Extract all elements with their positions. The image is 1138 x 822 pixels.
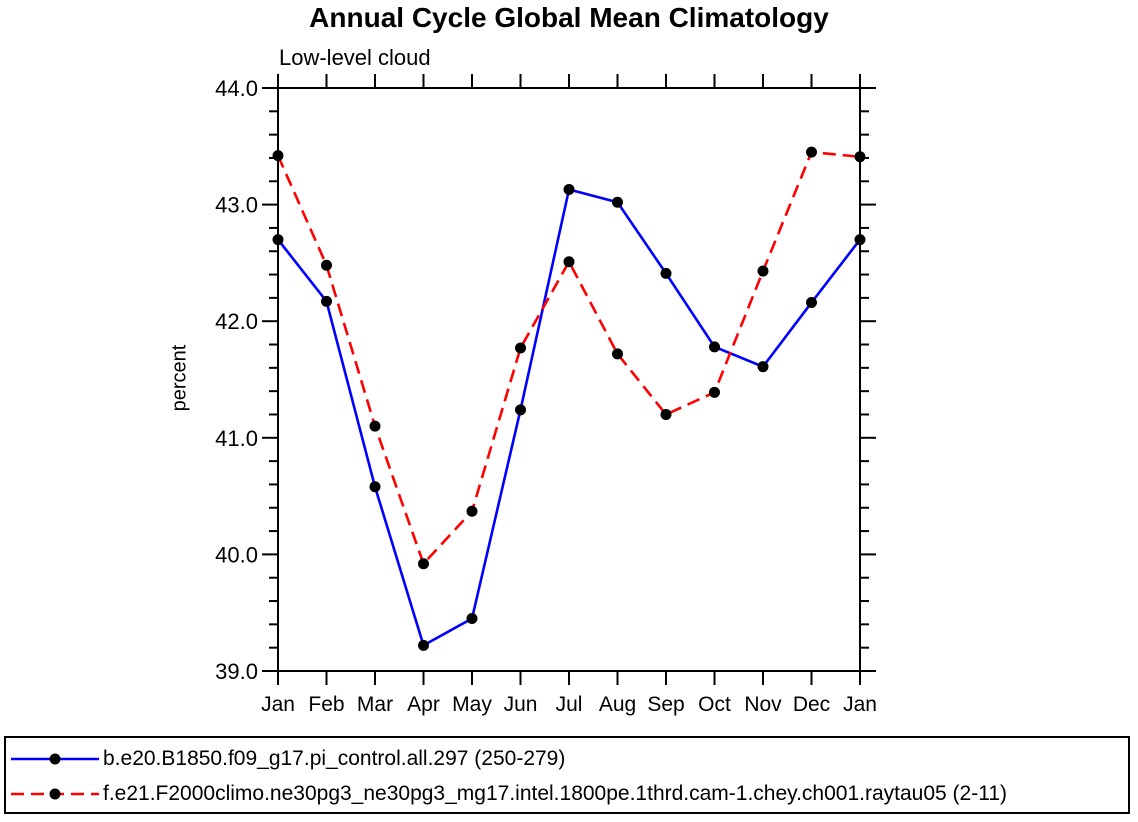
data-point-marker — [321, 295, 332, 307]
data-point-marker — [466, 505, 478, 517]
data-point-marker — [369, 481, 381, 493]
data-point-marker — [272, 150, 284, 162]
legend-line-sample-solid — [11, 753, 99, 765]
data-point-marker — [757, 265, 769, 277]
data-point-marker — [418, 639, 429, 651]
plot-area: 39.0 40.0 41.0 42.0 43.0 44.0 Jan Feb Mar Apr May J… — [215, 74, 877, 716]
legend-item: b.e20.B1850.f09_g17.pi_control.all.297 (… — [9, 746, 565, 772]
legend-line-sample-dashed — [11, 788, 99, 800]
x-tick-label: Sep — [647, 693, 684, 716]
x-tick-label: Jul — [556, 693, 583, 716]
legend-item-label: b.e20.B1850.f09_g17.pi_control.all.297 (… — [103, 747, 566, 770]
data-point-marker — [466, 613, 478, 625]
x-tick-label: Nov — [744, 693, 782, 716]
x-tick-label: Jun — [504, 693, 538, 716]
chart-title: Annual Cycle Global Mean Climatology — [309, 2, 829, 33]
y-tick-label: 43.0 — [215, 193, 258, 218]
data-point-marker — [660, 408, 672, 420]
legend-item: f.e21.F2000climo.ne30pg3_ne30pg3_mg17.in… — [9, 781, 1007, 807]
legend-item-label: f.e21.F2000climo.ne30pg3_ne30pg3_mg17.in… — [103, 782, 1008, 805]
data-point-marker — [709, 341, 720, 353]
data-point-marker — [709, 386, 720, 398]
x-tick-label: May — [452, 693, 492, 716]
y-tick-label: 42.0 — [215, 309, 258, 334]
data-point-marker — [612, 196, 623, 208]
x-tick-label: Mar — [357, 693, 393, 716]
x-tick-label: Jan — [843, 693, 877, 716]
data-point-marker — [418, 558, 429, 570]
y-tick-label: 44.0 — [215, 76, 258, 101]
data-point-marker — [612, 348, 623, 360]
x-tick-label: Aug — [599, 693, 636, 716]
x-tick-label: Dec — [793, 693, 830, 716]
data-point-marker — [854, 151, 866, 163]
legend-sample-marker — [49, 788, 61, 800]
x-tick-label: Jan — [261, 693, 295, 716]
x-tick-label: Feb — [308, 693, 344, 716]
y-tick-label: 40.0 — [215, 542, 258, 567]
data-point-marker — [321, 259, 332, 271]
chart-subtitle: Low-level cloud — [279, 45, 431, 70]
y-tick-label: 41.0 — [215, 426, 258, 451]
plot-frame — [277, 87, 861, 672]
legend-box: b.e20.B1850.f09_g17.pi_control.all.297 (… — [4, 736, 1130, 814]
x-tick-label: Oct — [698, 693, 731, 716]
x-tick-label: Apr — [407, 693, 440, 716]
data-point-marker — [806, 146, 817, 158]
data-point-marker — [369, 420, 381, 432]
data-point-marker — [660, 267, 672, 279]
data-point-marker — [854, 234, 866, 246]
data-point-marker — [272, 234, 284, 246]
y-tick-label: 39.0 — [215, 659, 258, 684]
data-point-marker — [563, 183, 575, 195]
data-point-marker — [515, 404, 526, 416]
data-point-marker — [515, 342, 526, 354]
data-point-marker — [806, 297, 817, 309]
data-point-marker — [563, 256, 575, 268]
series-line-dashed — [276, 150, 861, 567]
legend-sample-marker — [49, 753, 61, 765]
data-point-marker — [757, 361, 769, 373]
